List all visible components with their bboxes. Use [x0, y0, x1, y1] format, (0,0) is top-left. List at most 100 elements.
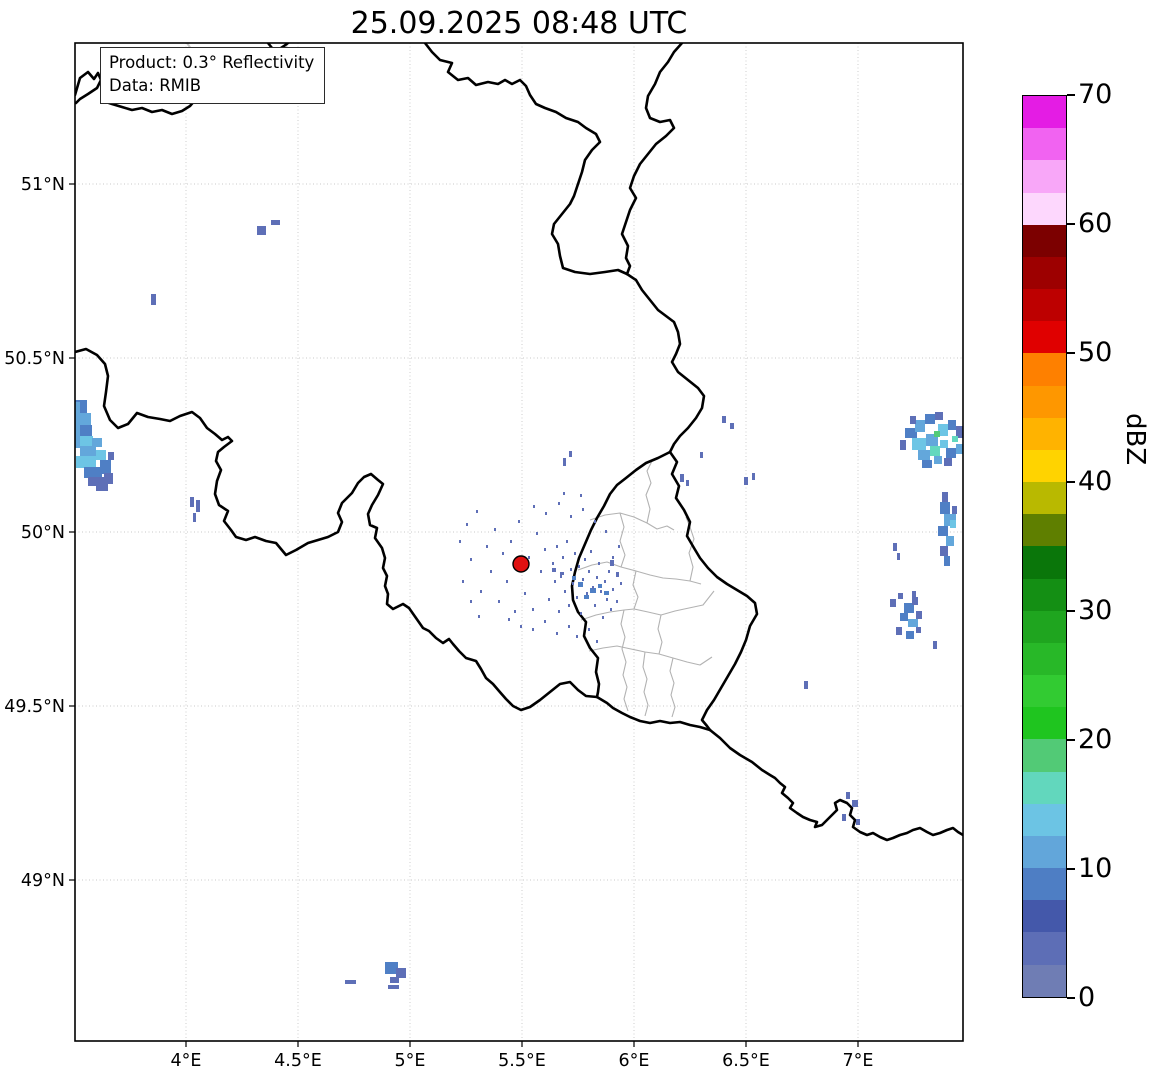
national-border-path — [75, 70, 103, 105]
colorbar-tick — [1067, 868, 1075, 870]
clutter-speckle — [536, 532, 538, 535]
radar-echo-cell — [930, 446, 940, 456]
radar-echo-cell — [952, 436, 958, 442]
x-tick-label: 6°E — [619, 1051, 650, 1071]
colorbar-tick-label: 30 — [1078, 595, 1113, 626]
national-border-path — [708, 728, 963, 842]
clutter-speckle — [528, 556, 530, 559]
clutter-speckle — [490, 570, 492, 573]
radar-echo-cell — [385, 962, 398, 974]
radar-echo-cell — [569, 451, 572, 457]
colorbar-tick — [1067, 481, 1075, 483]
clutter-speckle — [558, 610, 560, 613]
radar-echo-cell — [948, 420, 956, 430]
colorbar-tick-label: 10 — [1078, 853, 1113, 884]
radar-echo-cell — [590, 588, 596, 593]
admin-border-path — [657, 614, 663, 655]
radar-echo-cell — [940, 502, 950, 514]
clutter-speckle — [602, 616, 604, 619]
radar-echo-cell — [916, 627, 921, 633]
colorbar-band — [1023, 160, 1066, 193]
colorbar-tick-label: 40 — [1078, 466, 1113, 497]
radar-echo-cell — [84, 467, 102, 478]
clutter-speckle — [570, 515, 572, 518]
radar-echo-cell — [271, 220, 280, 225]
radar-echo-cell — [722, 416, 726, 423]
radar-echo-cell — [108, 452, 114, 460]
clutter-speckle — [562, 556, 564, 559]
clutter-speckle — [532, 608, 534, 611]
colorbar-tick-label: 50 — [1078, 337, 1113, 368]
colorbar-tick — [1067, 610, 1075, 612]
radar-echo-cell — [933, 641, 937, 649]
x-tick-label: 5°E — [395, 1051, 426, 1071]
clutter-speckle — [584, 558, 586, 561]
colorbar-band — [1023, 128, 1066, 161]
admin-border-path — [589, 512, 675, 531]
radar-echo-cell — [852, 800, 858, 807]
radar-echo-cell — [80, 446, 96, 457]
clutter-speckle — [548, 598, 550, 601]
clutter-speckle — [486, 545, 488, 548]
product-info-box: Product: 0.3° Reflectivity Data: RMIB — [100, 47, 326, 104]
radar-echo-cell — [912, 597, 918, 605]
radar-echo-cell — [388, 985, 399, 989]
admin-border-path — [632, 570, 639, 610]
radar-echo-cell — [96, 484, 108, 491]
clutter-speckle — [556, 545, 558, 548]
radar-echo-cell — [950, 520, 956, 528]
clutter-speckle — [598, 562, 600, 565]
admin-border-path — [669, 657, 676, 718]
radar-echo-cell — [898, 593, 903, 599]
clutter-speckle — [520, 625, 522, 628]
clutter-speckle — [590, 550, 592, 553]
radar-echo-cell — [944, 458, 952, 466]
radar-echo-cell — [956, 426, 963, 438]
radar-echo-cell — [100, 460, 111, 474]
x-tick-label: 4°E — [171, 1051, 202, 1071]
radar-echo-cell — [900, 613, 908, 621]
clutter-speckle — [582, 508, 584, 511]
colorbar-band — [1023, 353, 1066, 386]
colorbar-band — [1023, 803, 1066, 836]
radar-echo-cell — [890, 599, 896, 607]
national-border-path — [620, 43, 684, 276]
plot-title: 25.09.2025 08:48 UTC — [350, 6, 688, 41]
clutter-speckle — [558, 502, 560, 505]
colorbar-band — [1023, 932, 1066, 965]
colorbar-band — [1023, 224, 1066, 257]
clutter-speckle — [510, 540, 512, 543]
clutter-speckle — [502, 552, 504, 555]
radar-echo-cell — [193, 513, 196, 522]
radar-echo-cell — [563, 458, 566, 466]
radar-echo-cell — [560, 572, 564, 575]
radar-echo-cell — [922, 460, 932, 468]
y-tick-label: 49°N — [21, 871, 65, 891]
clutter-speckle — [545, 512, 547, 515]
clutter-speckle — [594, 604, 596, 607]
radar-echo-cell — [956, 444, 963, 454]
x-tick-label: 4.5°E — [274, 1051, 322, 1071]
radar-echo-cell — [934, 431, 940, 437]
clutter-speckle — [470, 558, 472, 561]
radar-echo-cell — [88, 477, 104, 486]
admin-border-path — [620, 609, 629, 712]
colorbar-band — [1023, 610, 1066, 643]
clutter-speckle — [568, 604, 570, 607]
admin-border-path — [577, 561, 702, 585]
y-tick-label: 50.5°N — [4, 349, 65, 369]
clutter-speckle — [618, 545, 620, 548]
radar-echo-cell — [916, 611, 922, 619]
y-tick-label: 49.5°N — [4, 697, 65, 717]
admin-border-path — [588, 645, 713, 666]
colorbar-band — [1023, 739, 1066, 772]
clutter-speckle — [578, 565, 580, 568]
radar-echo-cell — [912, 591, 916, 597]
clutter-speckle — [606, 598, 608, 601]
clutter-speckle — [612, 556, 614, 559]
y-tick-label: 51°N — [21, 175, 65, 195]
radar-echo-cell — [944, 556, 950, 566]
clutter-speckle — [533, 505, 535, 508]
colorbar-band — [1023, 642, 1066, 676]
clutter-speckle — [459, 540, 461, 543]
